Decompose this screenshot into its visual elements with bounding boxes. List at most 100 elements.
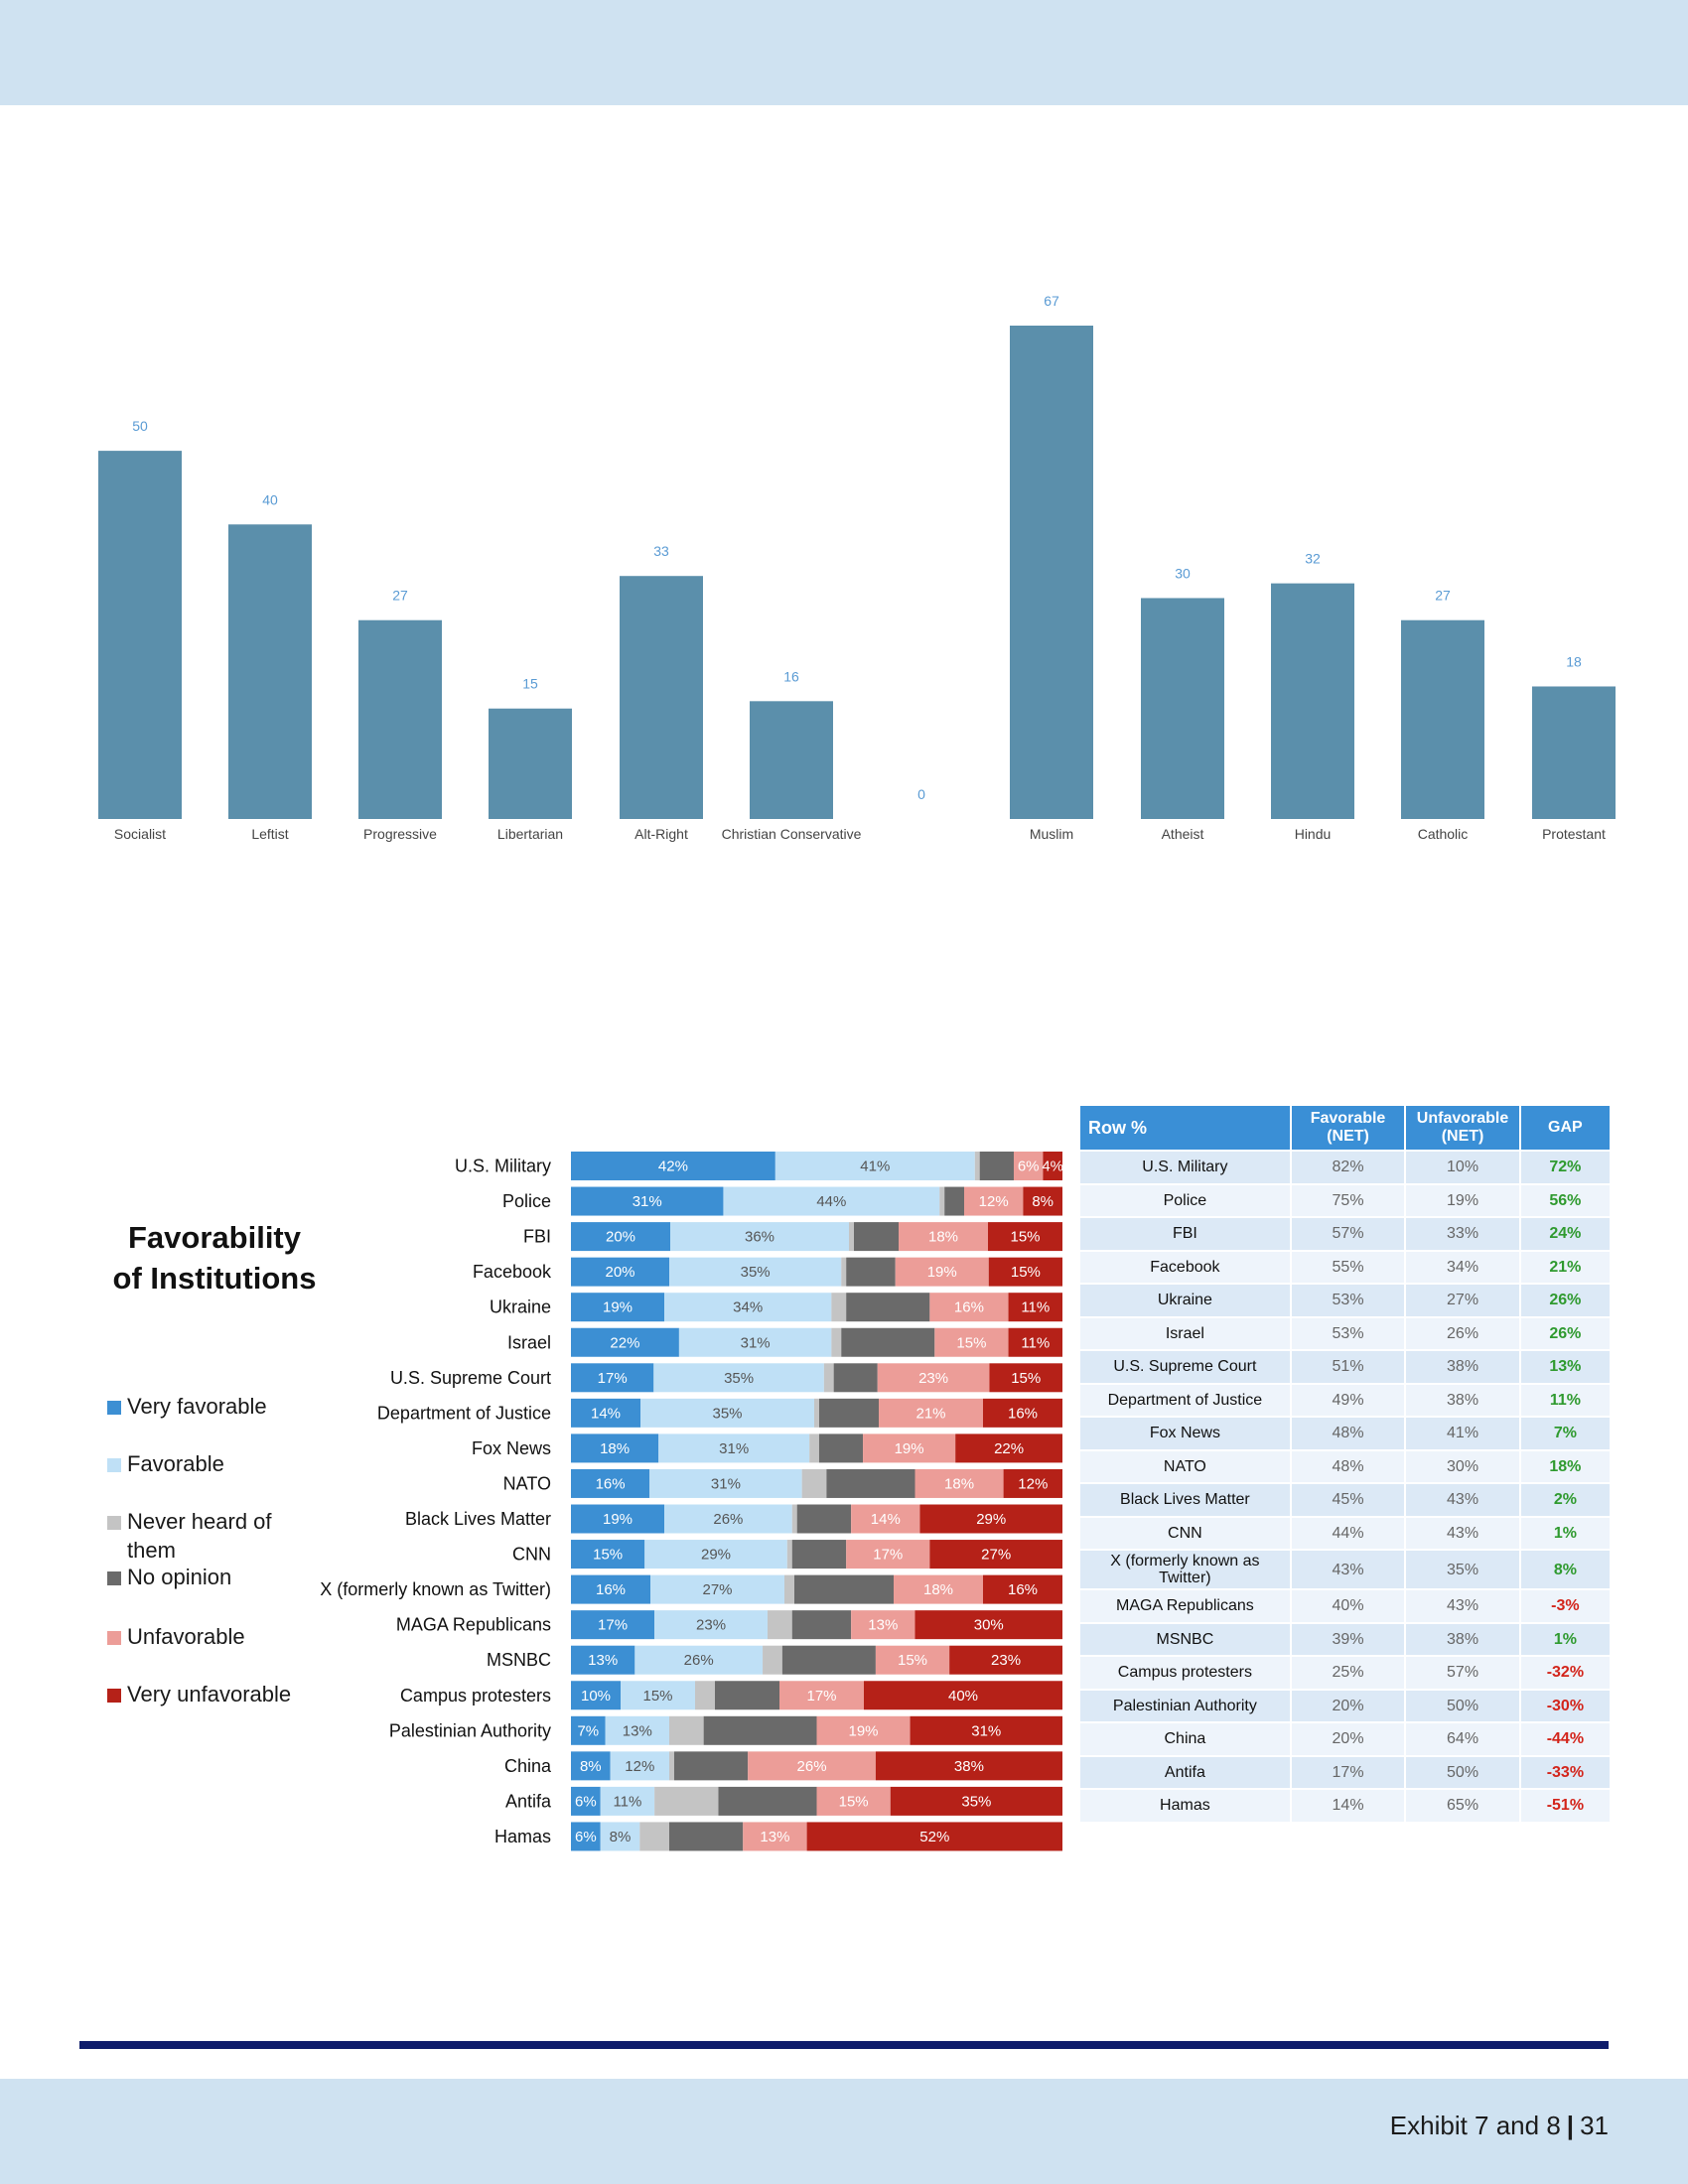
- segment-label: 18%: [928, 1229, 958, 1246]
- institution-label: MSNBC: [487, 1650, 551, 1670]
- segment-label: 31%: [741, 1334, 771, 1351]
- segment-label: 27%: [981, 1547, 1011, 1564]
- table-cell-gap: -44%: [1518, 1721, 1613, 1757]
- segment-label: 17%: [873, 1547, 903, 1564]
- bar-segment: [819, 1398, 879, 1428]
- segment-label: 35%: [724, 1370, 754, 1387]
- bar-segment: [929, 1293, 1009, 1322]
- segment-label: 15%: [839, 1793, 869, 1810]
- segment-label: 14%: [871, 1511, 901, 1528]
- bar-segment: [571, 1152, 775, 1180]
- bar-segment: [571, 1257, 669, 1287]
- table-cell-favorable: 14%: [1289, 1788, 1407, 1824]
- bar-segment: [748, 1751, 876, 1781]
- bar-segment: [571, 1222, 670, 1252]
- bar-segment: [794, 1574, 894, 1604]
- bar-segment: [1043, 1152, 1062, 1180]
- segment-label: 10%: [581, 1688, 611, 1705]
- bar-segment: [571, 1468, 650, 1498]
- table-cell-favorable: 53%: [1289, 1283, 1407, 1318]
- institution-label: Ukraine: [490, 1297, 551, 1317]
- bar-segment: [669, 1257, 842, 1287]
- bar-segment: [846, 1293, 930, 1322]
- category-label: Alt-Right: [634, 826, 688, 842]
- segment-label: 38%: [954, 1758, 984, 1775]
- bar-segment: [983, 1398, 1062, 1428]
- table-cell-unfavorable: 43%: [1404, 1515, 1521, 1551]
- category-label: Libertarian: [497, 826, 563, 842]
- table-cell-unfavorable: 38%: [1404, 1349, 1521, 1385]
- table-cell-institution: Police: [1078, 1182, 1292, 1218]
- bar-segment: [784, 1574, 794, 1604]
- bar-segment: [654, 1610, 768, 1640]
- bar-segment: [658, 1433, 810, 1463]
- table-cell-unfavorable: 34%: [1404, 1249, 1521, 1285]
- bar-segment: [781, 1645, 876, 1675]
- table-cell-favorable: 17%: [1289, 1754, 1407, 1790]
- segment-label: 29%: [976, 1511, 1006, 1528]
- legend-swatch: [107, 1458, 121, 1472]
- category-label: Protestant: [1542, 826, 1606, 842]
- bar-segment: [723, 1186, 940, 1216]
- segment-label: 12%: [979, 1193, 1009, 1210]
- institution-label: Fox News: [472, 1438, 551, 1458]
- bar-segment: [851, 1504, 920, 1534]
- bar: [1532, 686, 1616, 819]
- legend-label: Never heard of them: [127, 1509, 272, 1563]
- segment-label: 4%: [1042, 1159, 1063, 1175]
- bar-segment: [863, 1433, 956, 1463]
- segment-label: 19%: [849, 1722, 879, 1739]
- institution-label: NATO: [503, 1473, 551, 1493]
- bar-segment: [851, 1610, 915, 1640]
- bar-segment: [779, 1681, 864, 1710]
- table-cell-favorable: 48%: [1289, 1416, 1407, 1451]
- bar-segment: [571, 1363, 654, 1393]
- bar-segment: [650, 1574, 784, 1604]
- institution-label: MAGA Republicans: [396, 1615, 551, 1635]
- bar-segment: [831, 1293, 847, 1322]
- table-cell-gap: 1%: [1518, 1515, 1613, 1551]
- bar-segment: [669, 1751, 674, 1781]
- segment-label: 23%: [918, 1370, 948, 1387]
- segment-label: 31%: [719, 1440, 749, 1457]
- segment-label: 12%: [1018, 1475, 1048, 1492]
- table-cell-gap: 26%: [1518, 1315, 1613, 1351]
- institution-label: Israel: [507, 1332, 551, 1352]
- bar: [1010, 326, 1093, 819]
- table-row: China 20% 64% -44%: [1078, 1721, 1613, 1757]
- footer-separator: |: [1566, 2111, 1575, 2140]
- bar-segment: [791, 1504, 797, 1534]
- table-cell-favorable: 48%: [1289, 1448, 1407, 1484]
- table-cell-favorable: 53%: [1289, 1315, 1407, 1351]
- segment-label: 15%: [642, 1688, 672, 1705]
- bar-segment: [818, 1433, 864, 1463]
- bar-segment: [743, 1822, 807, 1851]
- segment-label: 13%: [760, 1829, 789, 1845]
- bar-segment: [879, 1398, 983, 1428]
- table-row: Police 75% 19% 56%: [1078, 1182, 1613, 1218]
- category-label: Muslim: [1030, 826, 1073, 842]
- table-cell-institution: Facebook: [1078, 1249, 1292, 1285]
- segment-label: 16%: [596, 1475, 626, 1492]
- segment-label: 22%: [994, 1440, 1024, 1457]
- table-row: CNN 44% 43% 1%: [1078, 1515, 1613, 1551]
- segment-label: 13%: [588, 1652, 618, 1669]
- bar-segment: [1013, 1152, 1044, 1180]
- legend-swatch: [107, 1516, 121, 1530]
- segment-label: 21%: [915, 1405, 945, 1422]
- bar-segment: [605, 1715, 669, 1745]
- segment-label: 23%: [991, 1652, 1021, 1669]
- table-cell-unfavorable: 50%: [1404, 1688, 1521, 1723]
- table-cell-institution: Israel: [1078, 1315, 1292, 1351]
- bar-segment: [949, 1645, 1062, 1675]
- bar-value-label: 50: [132, 418, 148, 434]
- category-label: Atheist: [1162, 826, 1204, 842]
- bar-segment: [669, 1715, 704, 1745]
- favorability-title-line1: Favorability: [128, 1220, 301, 1255]
- bar-segment: [934, 1327, 1009, 1357]
- segment-label: 27%: [702, 1581, 732, 1598]
- table-cell-institution: X (formerly known as Twitter): [1078, 1549, 1292, 1590]
- table-cell-favorable: 82%: [1289, 1150, 1407, 1185]
- bar-segment: [600, 1822, 640, 1851]
- table-cell-unfavorable: 65%: [1404, 1788, 1521, 1824]
